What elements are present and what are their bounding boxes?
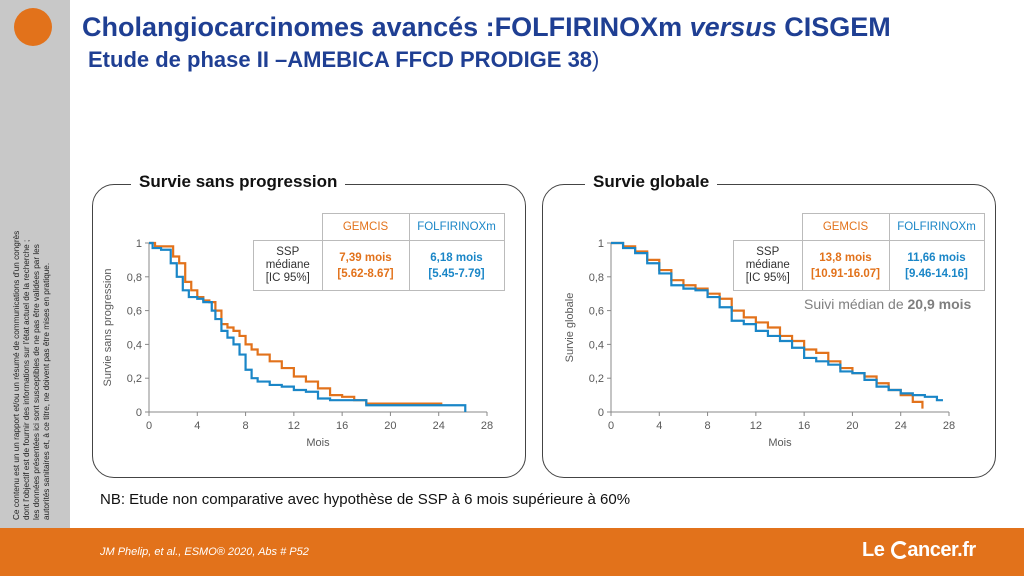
pfs-stats-table: GEMCIS FOLFIRINOXm SSP médiane [IC 95%] 7,… [253,213,505,291]
disclaimer-line-2: dont l'objectif est de fournir des infor… [22,240,31,520]
pfs-chart: 0 4 8 12 16 20 24 28 0 0,2 0,4 0,6 0,8 1 Mois Survie sa… [102,238,493,449]
pfs-folfirinox-value: 6,18 mois [5.45-7.79] [408,240,505,291]
pfs-y-tick-label: 0,4 [127,339,142,351]
os-series-gemcis [611,241,924,409]
pfs-x-tick-label: 8 [243,420,249,432]
os-header-gemcis: GEMCIS [801,213,890,241]
os-gemcis-value: 13,8 mois [10.91-16.07] [801,240,890,291]
os-x-axis-label: Mois [768,437,792,449]
orange-dot-logo [14,8,52,46]
os-x-tick-label: 24 [895,420,907,432]
pfs-x-tick-label: 4 [194,420,200,432]
pfs-panel: Survie sans progression 0 4 8 12 16 20 24 28 0 0,… [92,172,526,478]
os-series-folfirinox [611,241,943,402]
os-y-tick-label: 0,6 [589,306,604,318]
pfs-x-axis-label: Mois [306,437,330,449]
pfs-y-tick-label: 0,8 [127,272,142,284]
subtitle-text: Etude de phase II –AMEBICA FFCD PRODIGE … [88,47,593,72]
title-part-a: Cholangiocarcinomes avancés :FOLFIRINOXm [82,12,690,42]
os-panel-title: Survie globale [585,172,718,192]
os-y-axis-label: Survie globale [564,293,576,363]
pfs-x-tick-label: 28 [481,420,493,432]
pfs-x-tick-label: 12 [288,420,300,432]
disclaimer-line-3: les données présentées ici sont suscepti… [32,244,41,520]
followup-value: 20,9 mois [907,296,972,312]
os-stats-table: GEMCIS FOLFIRINOXm SSP médiane [IC 95%] 13… [733,213,985,291]
pfs-x-tick-label: 0 [146,420,152,432]
os-folfirinox-value: 11,66 mois [9.46-14.16] [888,240,985,291]
os-x-tick-label: 4 [656,420,662,432]
brand-c-icon [891,541,910,559]
pfs-x-tick-label: 20 [384,420,396,432]
os-row-label: SSP médiane [IC 95%] [733,240,803,291]
brand-logo: Le ancer.fr [862,539,976,561]
pfs-header-gemcis: GEMCIS [321,213,410,241]
left-sidebar [0,0,70,528]
os-y-tick-label: 0,8 [589,272,604,284]
os-y-tick-label: 0,4 [589,339,604,351]
slide-title: Cholangiocarcinomes avancés :FOLFIRINOXm… [82,12,891,43]
pfs-panel-title: Survie sans progression [131,172,346,192]
subtitle-paren: ) [592,47,600,72]
os-x-tick-label: 16 [798,420,810,432]
followup-note: Suivi médian de 20,9 mois [804,296,971,312]
followup-text: Suivi médian de [804,296,908,312]
pfs-gemcis-value: 7,39 mois [5.62-8.67] [321,240,410,291]
slide-subtitle: Etude de phase II –AMEBICA FFCD PRODIGE … [88,47,599,73]
disclaimer-line-1: Ce contenu est un un rapport et/ou un ré… [12,231,21,520]
os-x-tick-label: 20 [846,420,858,432]
os-chart: 0 4 8 12 16 20 24 28 0 0,2 0,4 0,6 0,8 1 Mois Survie gl… [564,238,955,449]
os-x-tick-label: 28 [943,420,955,432]
nb-note: NB: Etude non comparative avec hypothèse… [100,491,631,508]
pfs-series-gemcis [149,241,443,405]
os-x-tick-label: 12 [750,420,762,432]
pfs-x-tick-label: 16 [336,420,348,432]
os-x-tick-label: 8 [705,420,711,432]
pfs-y-tick-label: 0,2 [127,373,142,385]
citation: JM Phelip, et al., ESMO® 2020, Abs # P52 [100,546,309,558]
os-y-tick-label: 0 [598,407,604,419]
pfs-y-tick-label: 0 [136,407,142,419]
pfs-y-tick-label: 1 [136,238,142,250]
pfs-y-axis-label: Survie sans progression [102,268,114,386]
os-x-tick-label: 0 [608,420,614,432]
pfs-header-folfirinox: FOLFIRINOXm [408,213,505,241]
title-part-c: CISGEM [776,12,891,42]
os-header-folfirinox: FOLFIRINOXm [888,213,985,241]
footer-bar [0,528,1024,576]
os-panel: Survie globale 0 4 8 12 16 20 24 28 0 0,2 0,4 0,6 0,… [542,172,996,478]
pfs-x-tick-label: 24 [433,420,445,432]
pfs-row-label: SSP médiane [IC 95%] [253,240,323,291]
pfs-y-tick-label: 0,6 [127,306,142,318]
os-y-tick-label: 1 [598,238,604,250]
pfs-series-folfirinox [149,241,467,412]
disclaimer-text: Ce contenu est un un rapport et/ou un ré… [0,0,70,528]
title-versus: versus [689,12,777,42]
disclaimer-line-4: autorités sanitaires et, à ce titre, ne … [42,263,51,520]
os-y-tick-label: 0,2 [589,373,604,385]
